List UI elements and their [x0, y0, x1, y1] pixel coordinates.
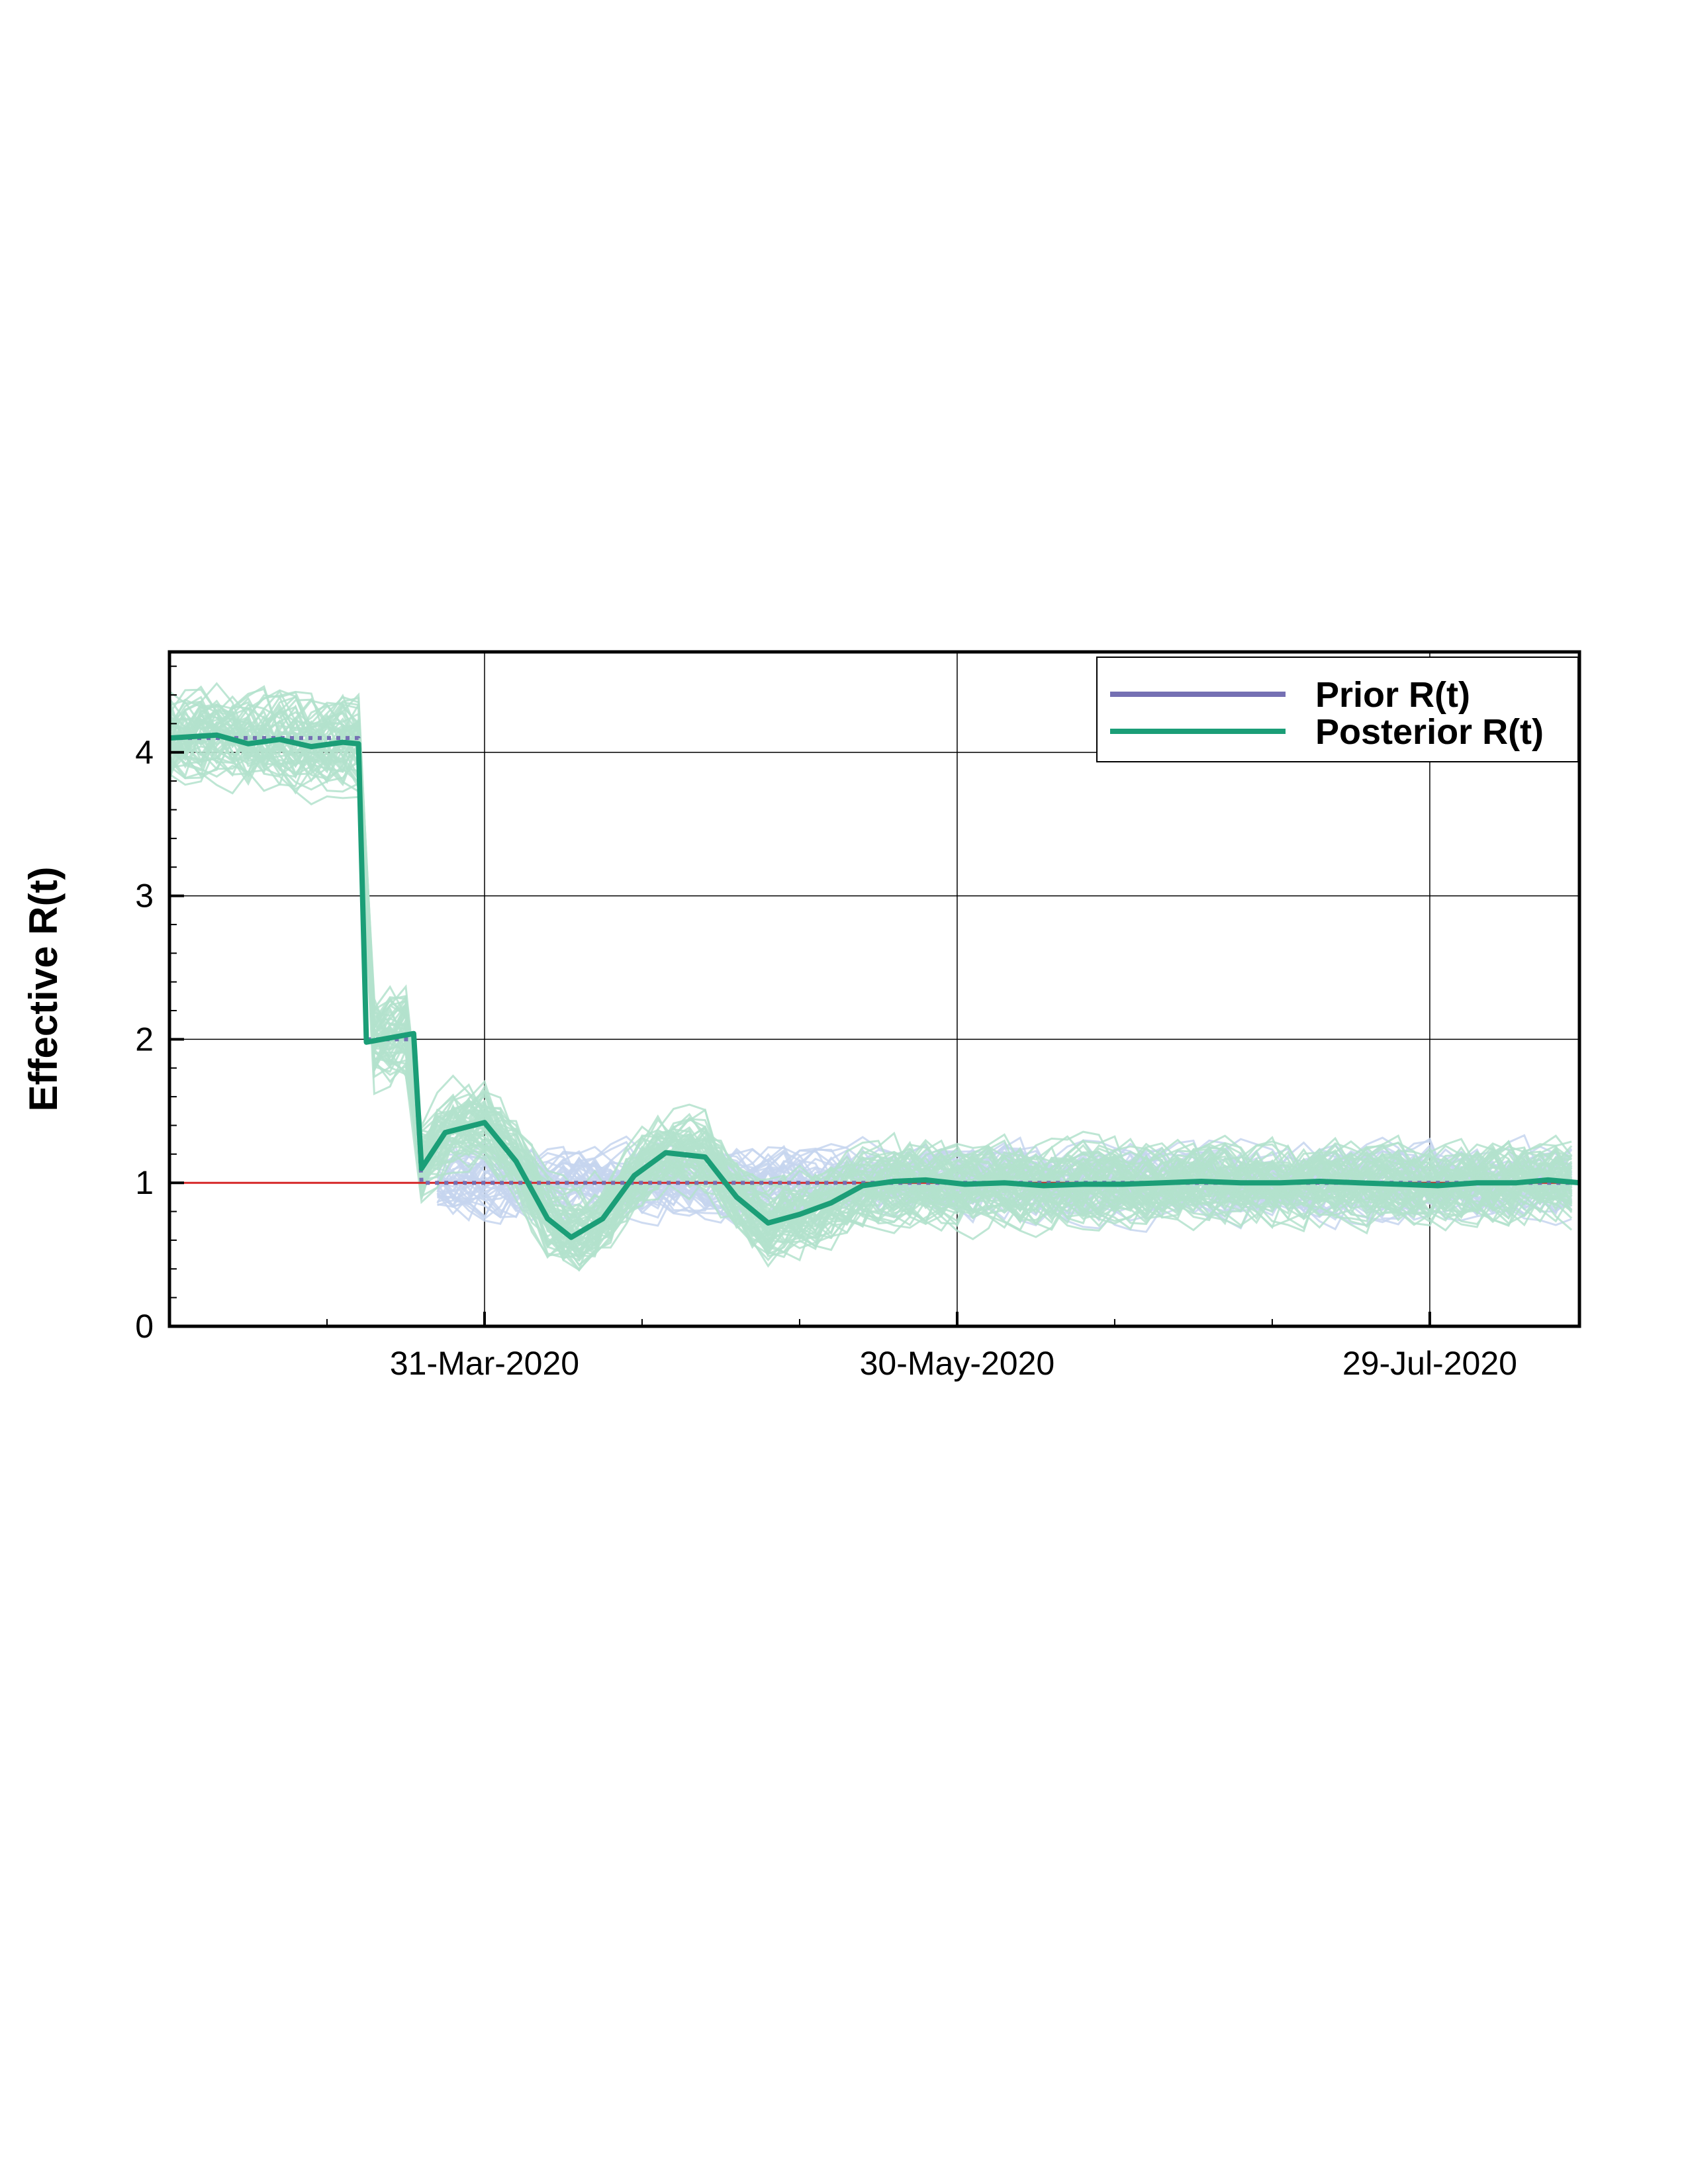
y-tick-label: 0 [135, 1308, 154, 1345]
posterior-sample-line [169, 704, 1572, 1247]
legend-label-posterior: Posterior R(t) [1315, 712, 1544, 752]
axes: 0 1 2 3 4 31-Mar-2020 30-May-2020 29-Jul-2020 Ef… [21, 650, 1581, 1382]
posterior-sample-line [169, 712, 1572, 1253]
posterior-sample-line [169, 725, 1573, 1257]
series-lines [169, 732, 1579, 1240]
y-tick-label: 3 [135, 878, 154, 915]
posterior-line [169, 732, 1579, 1240]
y-axis-title: Effective R(t) [21, 866, 66, 1111]
prior-line [169, 736, 1579, 1185]
posterior-sample-line [169, 707, 1572, 1262]
legend-label-prior: Prior R(t) [1315, 675, 1470, 715]
posterior-sample-line [169, 702, 1572, 1224]
posterior-sample-line [169, 685, 1573, 1256]
posterior-sample-line [169, 729, 1573, 1271]
y-tick-label: 2 [135, 1021, 154, 1058]
plot-frame [167, 650, 1581, 1328]
x-tick-label: 31-Mar-2020 [390, 1345, 579, 1382]
y-tick-label: 1 [135, 1164, 154, 1201]
x-tick-label: 29-Jul-2020 [1342, 1345, 1517, 1382]
legend-box [1096, 657, 1579, 762]
y-tick-label: 4 [135, 734, 154, 771]
legend: Prior R(t)Posterior R(t) [1096, 657, 1579, 762]
x-tick-label: 30-May-2020 [860, 1345, 1055, 1382]
posterior-sample-line [169, 717, 1572, 1257]
